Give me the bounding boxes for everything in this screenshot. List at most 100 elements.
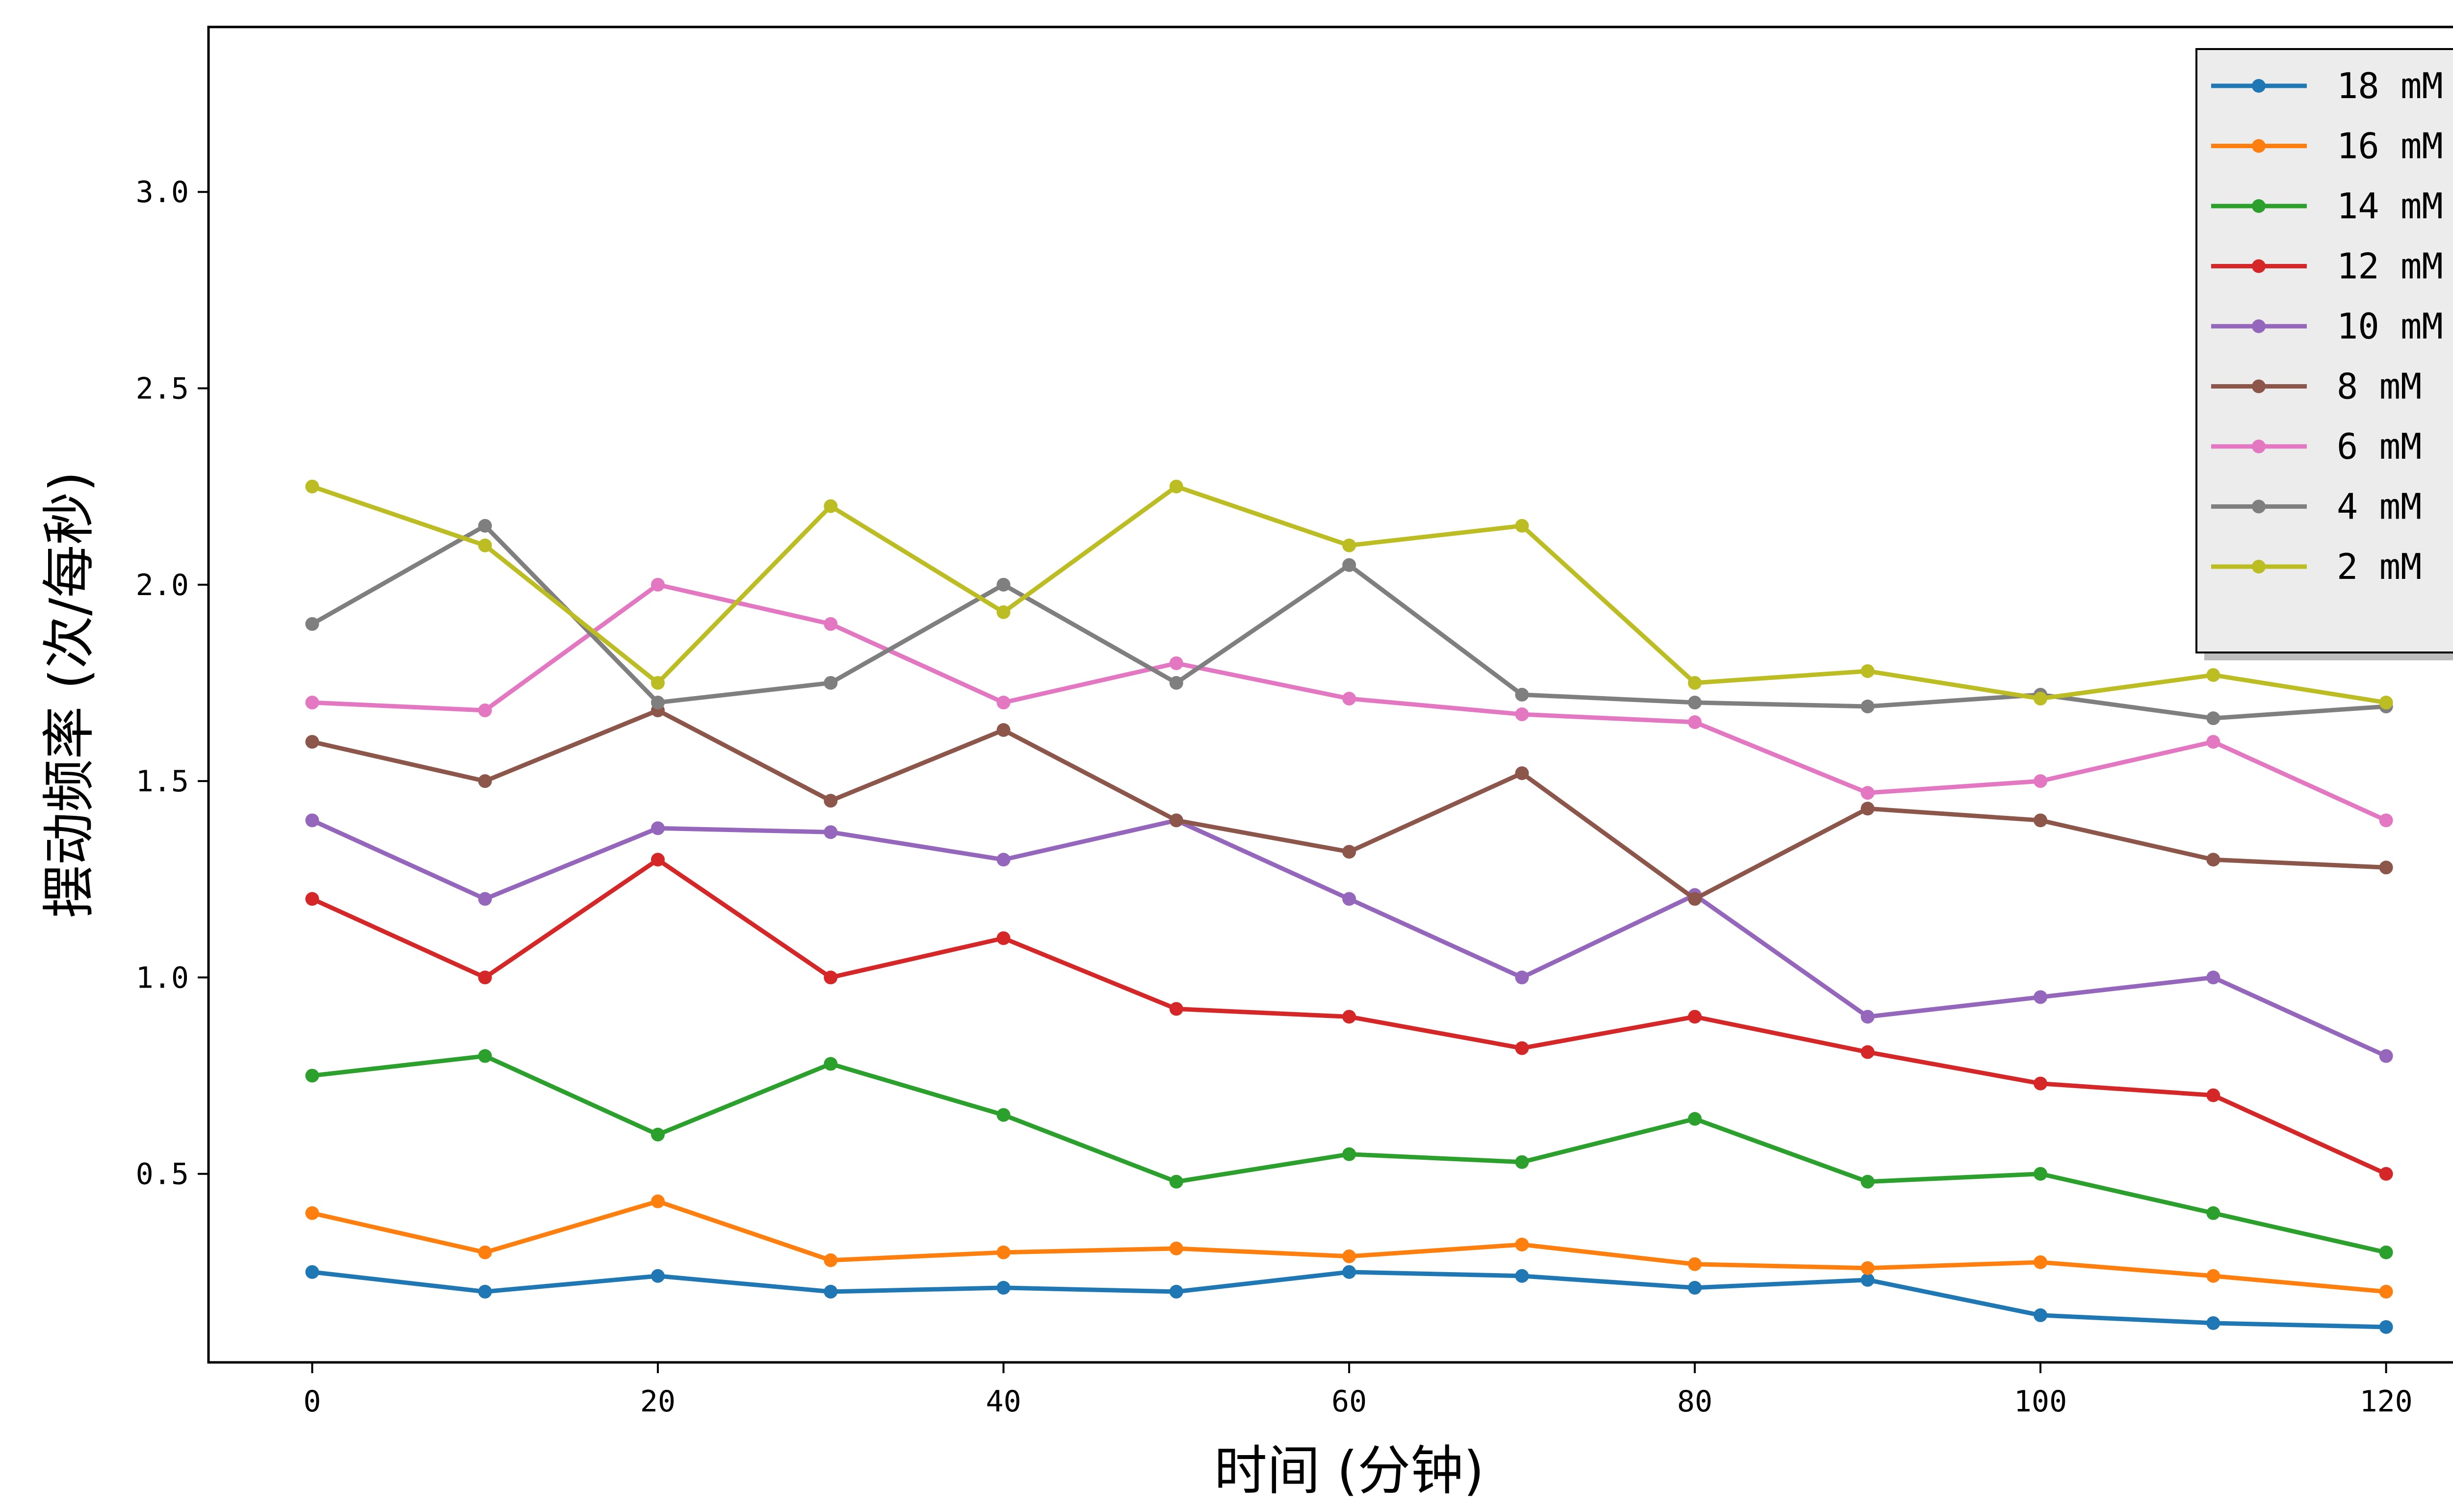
data-point-10mm [2034, 990, 2048, 1004]
data-point-10mm [1860, 1010, 1875, 1024]
data-point-4mm [1688, 696, 1702, 710]
series-6mm [305, 577, 2393, 828]
x-axis: 0 20 40 60 80 100 120 [303, 1362, 2413, 1419]
data-point-6mm [651, 577, 665, 592]
data-point-6mm [824, 617, 838, 631]
y-tick-label: 2.5 [136, 372, 189, 406]
data-point-8mm [1860, 802, 1875, 816]
data-point-10mm [996, 853, 1011, 867]
data-point-6mm [2206, 735, 2220, 749]
legend-marker [2252, 259, 2266, 273]
data-point-16mm [478, 1245, 492, 1259]
data-point-18mm [2034, 1308, 2048, 1322]
legend-box [2195, 48, 2453, 653]
data-point-18mm [478, 1284, 492, 1299]
data-point-8mm [478, 774, 492, 788]
legend-label: 4 mM [2337, 486, 2422, 527]
data-point-8mm [1342, 845, 1356, 859]
series-10mm [305, 813, 2393, 1063]
legend-marker [2252, 379, 2266, 393]
data-point-14mm [305, 1069, 319, 1083]
legend-label: 8 mM [2337, 366, 2422, 407]
data-point-4mm [1860, 700, 1875, 714]
data-point-18mm [1342, 1265, 1356, 1279]
y-tick-label: 3.0 [136, 175, 189, 209]
series-layer [305, 479, 2393, 1334]
data-point-4mm [1515, 688, 1529, 702]
series-2mm [305, 479, 2393, 710]
legend: 18 mM 16 mM 14 mM 12 mM 10 mM 8 mM 6 mM 4 mM 2 m… [2195, 48, 2453, 660]
legend-label: 18 mM [2337, 65, 2443, 106]
data-point-16mm [996, 1245, 1011, 1259]
data-point-2mm [1860, 664, 1875, 678]
data-point-8mm [2206, 853, 2220, 867]
data-point-6mm [478, 704, 492, 718]
data-point-18mm [305, 1265, 319, 1279]
data-point-10mm [2379, 1049, 2393, 1063]
data-point-18mm [996, 1280, 1011, 1295]
data-point-16mm [1169, 1241, 1183, 1255]
data-point-14mm [2379, 1245, 2393, 1259]
data-point-2mm [478, 538, 492, 552]
legend-marker [2252, 499, 2266, 514]
y-tick-label: 2.0 [136, 568, 189, 602]
data-point-2mm [1342, 538, 1356, 552]
data-point-10mm [651, 821, 665, 835]
data-point-8mm [1169, 813, 1183, 828]
data-point-12mm [1688, 1010, 1702, 1024]
data-point-4mm [305, 617, 319, 631]
legend-label: 16 mM [2337, 126, 2443, 167]
data-point-6mm [1515, 707, 1529, 722]
data-point-16mm [1342, 1249, 1356, 1263]
data-point-6mm [1688, 715, 1702, 730]
data-point-12mm [2379, 1167, 2393, 1181]
data-point-14mm [1169, 1174, 1183, 1189]
data-point-2mm [1515, 519, 1529, 533]
data-point-8mm [996, 723, 1011, 737]
data-point-8mm [305, 735, 319, 749]
data-point-12mm [1342, 1010, 1356, 1024]
legend-label: 10 mM [2337, 306, 2443, 347]
data-point-2mm [996, 605, 1011, 619]
data-point-8mm [1688, 892, 1702, 906]
data-point-12mm [1860, 1045, 1875, 1059]
data-point-18mm [1169, 1284, 1183, 1299]
data-point-18mm [2206, 1316, 2220, 1330]
data-point-2mm [1169, 479, 1183, 494]
data-point-12mm [2034, 1076, 2048, 1091]
series-18mm [305, 1265, 2393, 1334]
data-point-16mm [1860, 1261, 1875, 1275]
data-point-6mm [2034, 774, 2048, 788]
data-point-8mm [2379, 860, 2393, 875]
data-point-14mm [1860, 1174, 1875, 1189]
data-point-18mm [824, 1284, 838, 1299]
legend-label: 6 mM [2337, 426, 2422, 467]
data-point-4mm [996, 577, 1011, 592]
series-8mm [305, 704, 2393, 906]
x-tick-label: 100 [2014, 1384, 2067, 1419]
data-point-12mm [651, 853, 665, 867]
data-point-12mm [824, 970, 838, 985]
x-axis-title: 时间 (分钟) [1214, 1440, 1485, 1502]
data-point-2mm [824, 499, 838, 513]
data-point-14mm [651, 1127, 665, 1142]
x-tick-label: 60 [1331, 1384, 1367, 1419]
x-tick-label: 120 [2359, 1384, 2412, 1419]
legend-marker [2252, 560, 2266, 574]
data-point-18mm [2379, 1320, 2393, 1334]
x-tick-label: 0 [303, 1384, 321, 1419]
data-point-18mm [1515, 1269, 1529, 1283]
data-point-14mm [478, 1049, 492, 1063]
series-14mm [305, 1049, 2393, 1259]
data-point-4mm [651, 696, 665, 710]
series-16mm [305, 1194, 2393, 1299]
data-point-18mm [651, 1269, 665, 1283]
legend-marker [2252, 199, 2266, 213]
data-point-6mm [305, 696, 319, 710]
legend-label: 12 mM [2337, 246, 2443, 287]
data-point-16mm [651, 1194, 665, 1208]
series-12mm [305, 853, 2393, 1181]
data-point-6mm [1169, 656, 1183, 670]
data-point-8mm [1515, 766, 1529, 781]
